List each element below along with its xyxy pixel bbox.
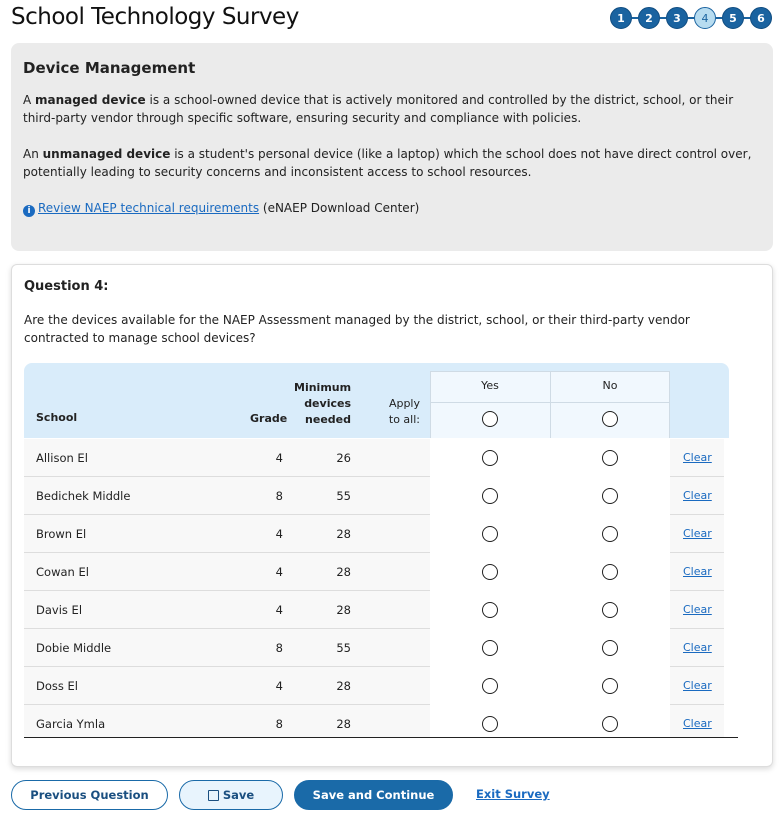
question-card: Question 4: Are the devices available fo… bbox=[11, 264, 773, 767]
table-row: Davis El 4 28 Clear bbox=[24, 591, 724, 629]
no-radio[interactable] bbox=[602, 678, 618, 694]
save-and-continue-button[interactable]: Save and Continue bbox=[294, 780, 453, 810]
col-grade: Grade bbox=[250, 412, 288, 425]
info-icon: i bbox=[23, 205, 35, 217]
table-scrollbar[interactable] bbox=[737, 439, 738, 737]
device-management-info: Device Management A managed device is a … bbox=[11, 43, 773, 251]
table-row: Bedichek Middle 8 55 Clear bbox=[24, 477, 724, 515]
table-row: Allison El 4 26 Clear bbox=[24, 439, 724, 477]
table-row: Cowan El 4 28 Clear bbox=[24, 553, 724, 591]
min-devices: 55 bbox=[336, 489, 351, 503]
col-yes: Yes bbox=[481, 379, 499, 392]
page-title: School Technology Survey bbox=[11, 4, 299, 30]
step-6[interactable]: 6 bbox=[750, 7, 772, 29]
table-row: Doss El 4 28 Clear bbox=[24, 667, 724, 705]
table-row: Brown El 4 28 Clear bbox=[24, 515, 724, 553]
table-row: Dobie Middle 8 55 Clear bbox=[24, 629, 724, 667]
unmanaged-definition: An unmanaged device is a student's perso… bbox=[23, 147, 752, 179]
school-name: Doss El bbox=[36, 679, 78, 693]
question-heading: Question 4: bbox=[24, 279, 109, 294]
no-radio[interactable] bbox=[602, 602, 618, 618]
school-name: Dobie Middle bbox=[36, 641, 112, 655]
naep-requirements-link[interactable]: Review NAEP technical requirements bbox=[38, 201, 260, 215]
clear-link[interactable]: Clear bbox=[683, 527, 712, 540]
no-radio[interactable] bbox=[602, 488, 618, 504]
grade: 4 bbox=[275, 679, 283, 693]
min-devices: 28 bbox=[336, 679, 351, 693]
min-devices: 28 bbox=[336, 527, 351, 541]
school-table-body: Allison El 4 26 Clear Bedichek Middle 8 5… bbox=[24, 439, 738, 738]
clear-link[interactable]: Clear bbox=[683, 603, 712, 616]
no-radio[interactable] bbox=[602, 526, 618, 542]
yes-radio[interactable] bbox=[482, 450, 498, 466]
grade: 4 bbox=[275, 451, 283, 465]
col-no: No bbox=[602, 379, 618, 392]
min-devices: 28 bbox=[336, 717, 351, 731]
save-icon bbox=[207, 789, 219, 801]
question-text: Are the devices available for the NAEP A… bbox=[24, 313, 690, 345]
school-name: Brown El bbox=[36, 527, 87, 541]
exit-survey-link[interactable]: Exit Survey bbox=[476, 787, 550, 801]
grade: 4 bbox=[275, 565, 283, 579]
col-min-devices: Minimum devices needed bbox=[294, 381, 352, 426]
apply-all-yes-radio[interactable] bbox=[482, 411, 498, 427]
table-row: Garcia Ymla 8 28 Clear bbox=[24, 705, 724, 737]
grade: 8 bbox=[275, 641, 283, 655]
min-devices: 26 bbox=[336, 451, 351, 465]
step-2[interactable]: 2 bbox=[638, 7, 660, 29]
step-5[interactable]: 5 bbox=[722, 7, 744, 29]
previous-question-button[interactable]: Previous Question bbox=[11, 780, 168, 810]
yes-radio[interactable] bbox=[482, 564, 498, 580]
school-name: Cowan El bbox=[36, 565, 89, 579]
no-radio[interactable] bbox=[602, 716, 618, 732]
clear-link[interactable]: Clear bbox=[683, 489, 712, 502]
min-devices: 28 bbox=[336, 603, 351, 617]
clear-link[interactable]: Clear bbox=[683, 451, 712, 464]
grade: 4 bbox=[275, 527, 283, 541]
table-header: School Grade Minimum devices needed Apply t… bbox=[24, 363, 729, 438]
yes-radio[interactable] bbox=[482, 678, 498, 694]
min-devices: 55 bbox=[336, 641, 351, 655]
no-radio[interactable] bbox=[602, 640, 618, 656]
clear-link[interactable]: Clear bbox=[683, 717, 712, 730]
min-devices: 28 bbox=[336, 565, 351, 579]
clear-link[interactable]: Clear bbox=[683, 641, 712, 654]
apply-to-all-label: Apply to all: bbox=[388, 397, 420, 426]
managed-definition: A managed device is a school-owned devic… bbox=[23, 93, 734, 125]
yes-radio[interactable] bbox=[482, 526, 498, 542]
info-heading: Device Management bbox=[23, 59, 196, 77]
step-4[interactable]: 4 bbox=[694, 7, 716, 29]
grade: 8 bbox=[275, 489, 283, 503]
yes-radio[interactable] bbox=[482, 602, 498, 618]
step-3[interactable]: 3 bbox=[666, 7, 688, 29]
apply-all-no-radio[interactable] bbox=[602, 411, 618, 427]
school-name: Allison El bbox=[36, 451, 88, 465]
clear-link[interactable]: Clear bbox=[683, 565, 712, 578]
clear-link[interactable]: Clear bbox=[683, 679, 712, 692]
no-radio[interactable] bbox=[602, 450, 618, 466]
yes-radio[interactable] bbox=[482, 488, 498, 504]
yes-radio[interactable] bbox=[482, 716, 498, 732]
no-radio[interactable] bbox=[602, 564, 618, 580]
grade: 4 bbox=[275, 603, 283, 617]
grade: 8 bbox=[275, 717, 283, 731]
school-name: Davis El bbox=[36, 603, 83, 617]
school-name: Garcia Ymla bbox=[36, 717, 106, 731]
school-name: Bedichek Middle bbox=[36, 489, 131, 503]
col-school: School bbox=[36, 411, 78, 424]
yes-radio[interactable] bbox=[482, 640, 498, 656]
step-1[interactable]: 1 bbox=[610, 7, 632, 29]
save-button[interactable]: Save bbox=[179, 780, 283, 810]
